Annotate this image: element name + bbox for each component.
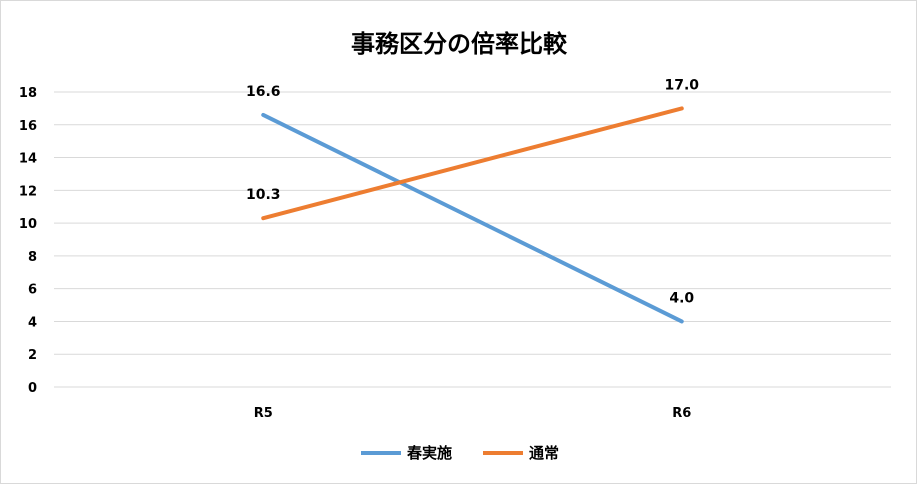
data-label: 16.6: [246, 84, 281, 100]
data-label: 10.3: [246, 187, 281, 203]
x-tick-label-R5: R5: [254, 406, 273, 421]
gridlines: [54, 91, 891, 388]
y-tick-label: 0: [28, 381, 37, 396]
legend: 春実施 通常: [361, 444, 559, 462]
y-tick-label: 14: [19, 152, 37, 167]
y-tick-label: 4: [28, 315, 37, 330]
data-label: 17.0: [664, 77, 699, 93]
y-tick-label: 10: [19, 217, 37, 232]
series-line-1: [261, 106, 684, 221]
x-axis: R5 R6: [254, 406, 692, 421]
y-tick-label: 18: [19, 86, 37, 101]
series-line-0: [261, 112, 684, 324]
y-tick-label: 6: [28, 283, 37, 298]
x-tick-label-R6: R6: [672, 406, 691, 421]
series-lines: [261, 106, 684, 324]
data-labels: 16.6 4.0 10.3 17.0: [246, 77, 699, 306]
y-tick-label: 16: [19, 119, 37, 134]
y-tick-label: 2: [28, 348, 37, 363]
y-tick-label: 12: [19, 184, 37, 199]
chart-title: 事務区分の倍率比較: [351, 30, 568, 58]
y-tick-label: 8: [28, 250, 37, 265]
data-label: 4.0: [669, 290, 694, 306]
legend-label-0: 春実施: [407, 444, 452, 462]
legend-label-1: 通常: [529, 444, 559, 462]
y-axis: 0 2 4 6 8 10 12 14 16 18: [19, 86, 37, 396]
